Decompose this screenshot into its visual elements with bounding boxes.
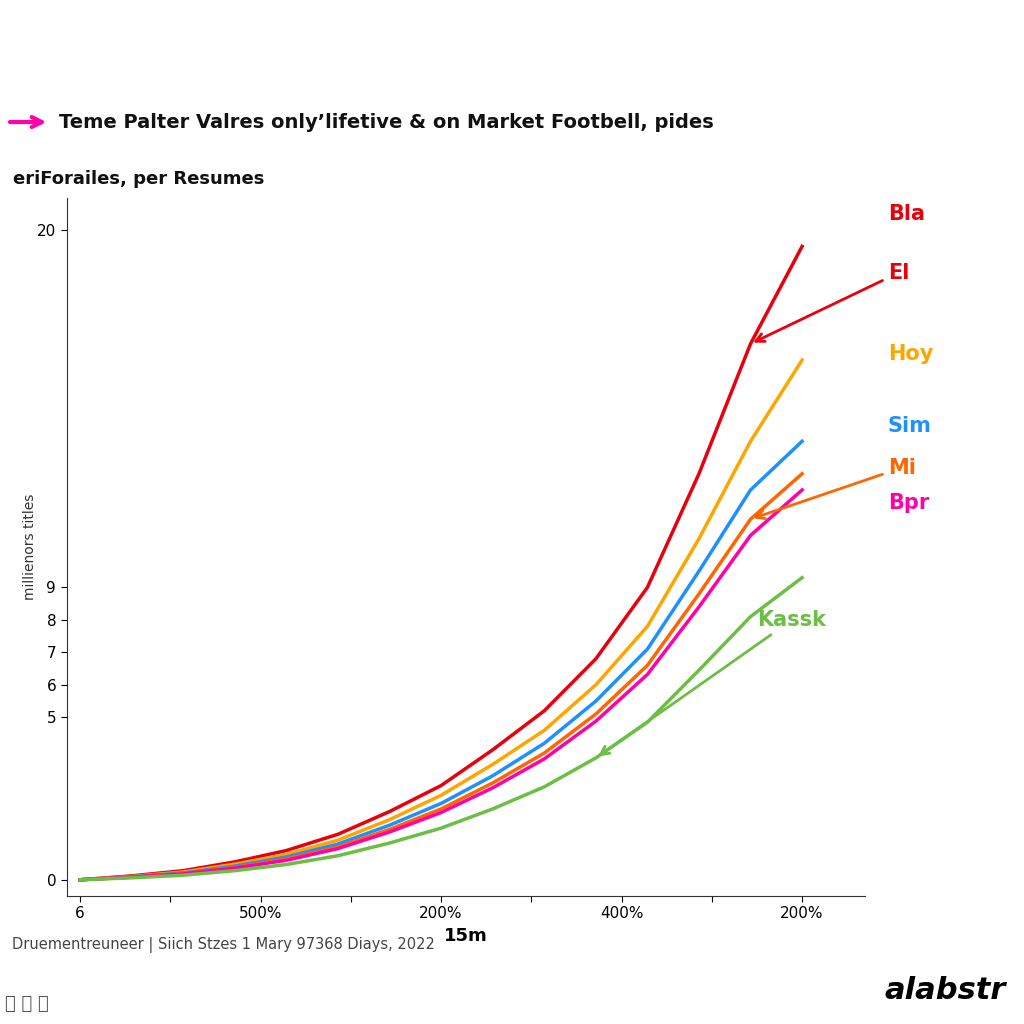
Text: alabstr: alabstr bbox=[885, 976, 1006, 1006]
Text: Mi: Mi bbox=[756, 458, 915, 518]
Text: El: El bbox=[756, 263, 909, 341]
Text: Key Manchestep Unitedc (‘Huag m PLaphe’): Key Manchestep Unitedc (‘Huag m PLaphe’) bbox=[15, 25, 979, 62]
Text: Sim: Sim bbox=[888, 416, 932, 435]
Text: Kassk: Kassk bbox=[601, 610, 826, 755]
Text: Teme Palter Valres only’lifetive & on Market Footbell, pides: Teme Palter Valres only’lifetive & on Ma… bbox=[59, 113, 714, 131]
Text: Hoy: Hoy bbox=[888, 344, 933, 365]
Text: ⓘ Ⓣ ⓐ: ⓘ Ⓣ ⓐ bbox=[5, 994, 49, 1013]
Text: Bla: Bla bbox=[888, 205, 925, 224]
X-axis label: 15m: 15m bbox=[444, 927, 487, 945]
Text: eriForailes, per Resumes: eriForailes, per Resumes bbox=[12, 170, 264, 188]
Y-axis label: millienors titles: millienors titles bbox=[23, 494, 37, 600]
Text: Bpr: Bpr bbox=[888, 494, 929, 513]
Text: Druementreuneer | Siich Stzes 1 Mary 97368 Diays, 2022: Druementreuneer | Siich Stzes 1 Mary 973… bbox=[11, 937, 434, 952]
